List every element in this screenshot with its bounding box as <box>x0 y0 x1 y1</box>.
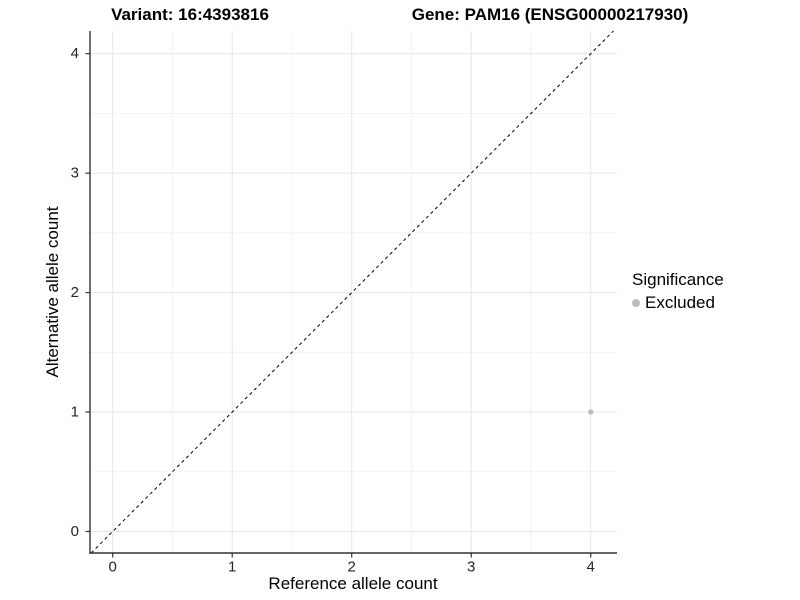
identity-dashed-line <box>90 30 614 554</box>
legend-point-icon <box>632 299 640 307</box>
x-tick-label: 0 <box>109 559 117 576</box>
x-tick-label: 1 <box>228 559 236 576</box>
x-axis-label: Reference allele count <box>268 574 438 593</box>
y-tick-label: 2 <box>71 284 79 301</box>
y-tick-label: 3 <box>71 165 79 182</box>
x-tick-label: 3 <box>467 559 475 576</box>
legend-item-label: Excluded <box>645 293 715 312</box>
legend: Significance Excluded <box>632 270 724 313</box>
y-tick-label: 4 <box>71 45 79 62</box>
y-tick-label: 1 <box>71 404 79 421</box>
legend-title: Significance <box>632 270 724 289</box>
plot-title-gene: Gene: PAM16 (ENSG00000217930) <box>411 5 689 24</box>
x-tick-label: 4 <box>587 559 595 576</box>
data-point <box>588 409 594 415</box>
plot-title-variant: Variant: 16:4393816 <box>111 5 269 24</box>
x-tick-label: 2 <box>348 559 356 576</box>
y-tick-label: 0 <box>71 523 79 540</box>
legend-item-excluded: Excluded <box>632 293 724 313</box>
y-axis-label: Alternative allele count <box>43 206 62 378</box>
